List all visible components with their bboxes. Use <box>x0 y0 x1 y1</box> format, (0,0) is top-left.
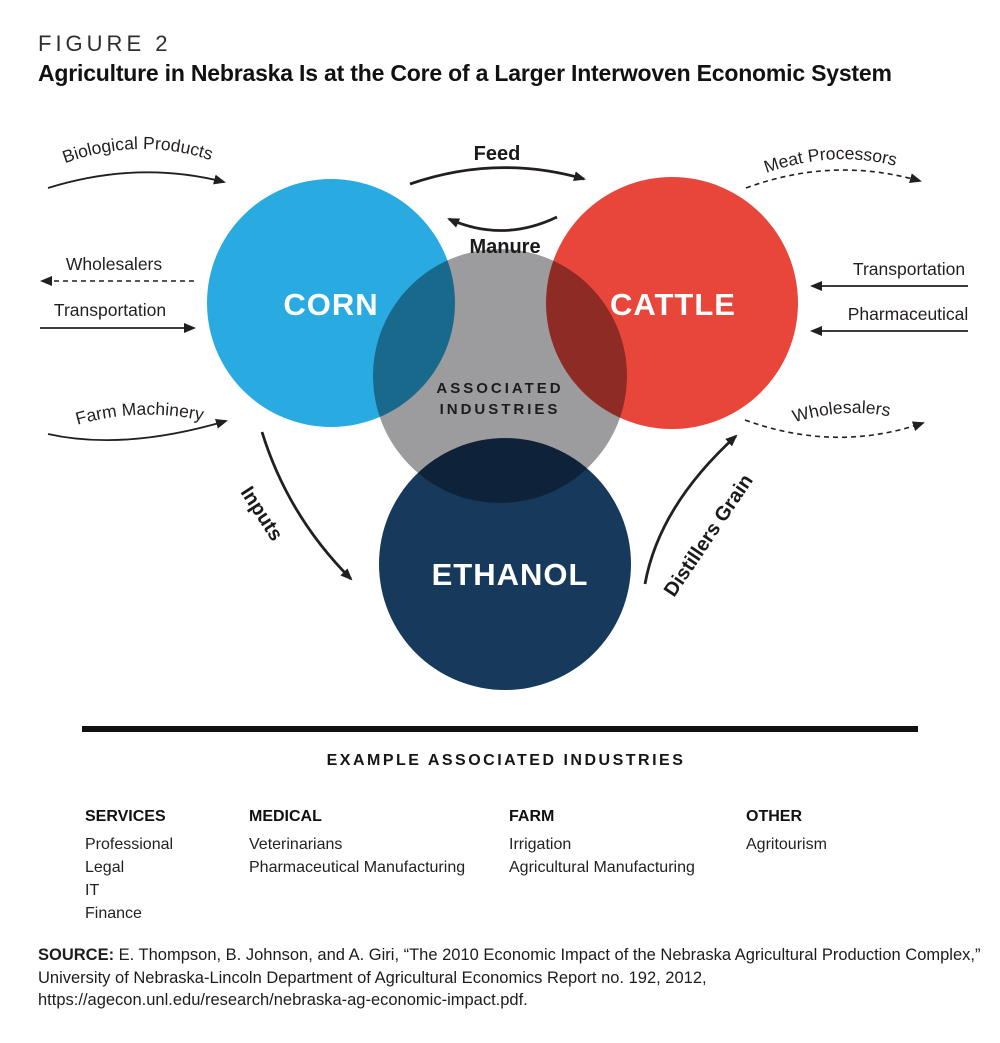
legend-item: Agricultural Manufacturing <box>509 859 695 876</box>
legend-item: IT <box>85 882 100 899</box>
ethanol-label: ETHANOL <box>431 557 589 592</box>
figure-number-label: FIGURE 2 <box>38 31 172 56</box>
legend-column-medical: MEDICAL Veterinarians Pharmaceutical Man… <box>249 805 465 879</box>
legend-column-header: SERVICES <box>85 808 166 825</box>
legend-column-header: FARM <box>509 808 555 825</box>
section-divider <box>82 726 918 732</box>
legend-column-services: SERVICES Professional Legal IT Finance <box>85 805 173 925</box>
legend-item: Legal <box>85 859 125 876</box>
associated-industries-label: ASSOCIATED INDUSTRIES <box>436 378 563 420</box>
corn-label: CORN <box>283 287 379 322</box>
legend-item: Agritourism <box>746 836 827 853</box>
legend-heading: EXAMPLE ASSOCIATED INDUSTRIES <box>326 752 686 769</box>
legend-item: Finance <box>85 905 142 922</box>
legend-column-header: MEDICAL <box>249 808 322 825</box>
ethanol-circle <box>379 438 631 690</box>
figure-title: Agriculture in Nebraska Is at the Core o… <box>38 60 892 86</box>
legend-item: Irrigation <box>509 836 572 853</box>
legend-column-other: OTHER Agritourism <box>746 805 827 856</box>
legend-column-header: OTHER <box>746 808 802 825</box>
venn-diagram <box>207 177 798 690</box>
associated-industries-line2: INDUSTRIES <box>439 401 561 418</box>
legend-column-farm: FARM Irrigation Agricultural Manufacturi… <box>509 805 695 879</box>
source-text: E. Thompson, B. Johnson, and A. Giri, “T… <box>38 946 981 1009</box>
legend-item: Professional <box>85 836 174 853</box>
legend-item: Pharmaceutical Manufacturing <box>249 859 466 876</box>
source-label: SOURCE: <box>38 946 115 964</box>
associated-industries-line1: ASSOCIATED <box>436 380 564 397</box>
source-note: SOURCE: E. Thompson, B. Johnson, and A. … <box>38 944 988 1012</box>
legend-item: Veterinarians <box>249 836 343 853</box>
cattle-label: CATTLE <box>610 287 736 322</box>
